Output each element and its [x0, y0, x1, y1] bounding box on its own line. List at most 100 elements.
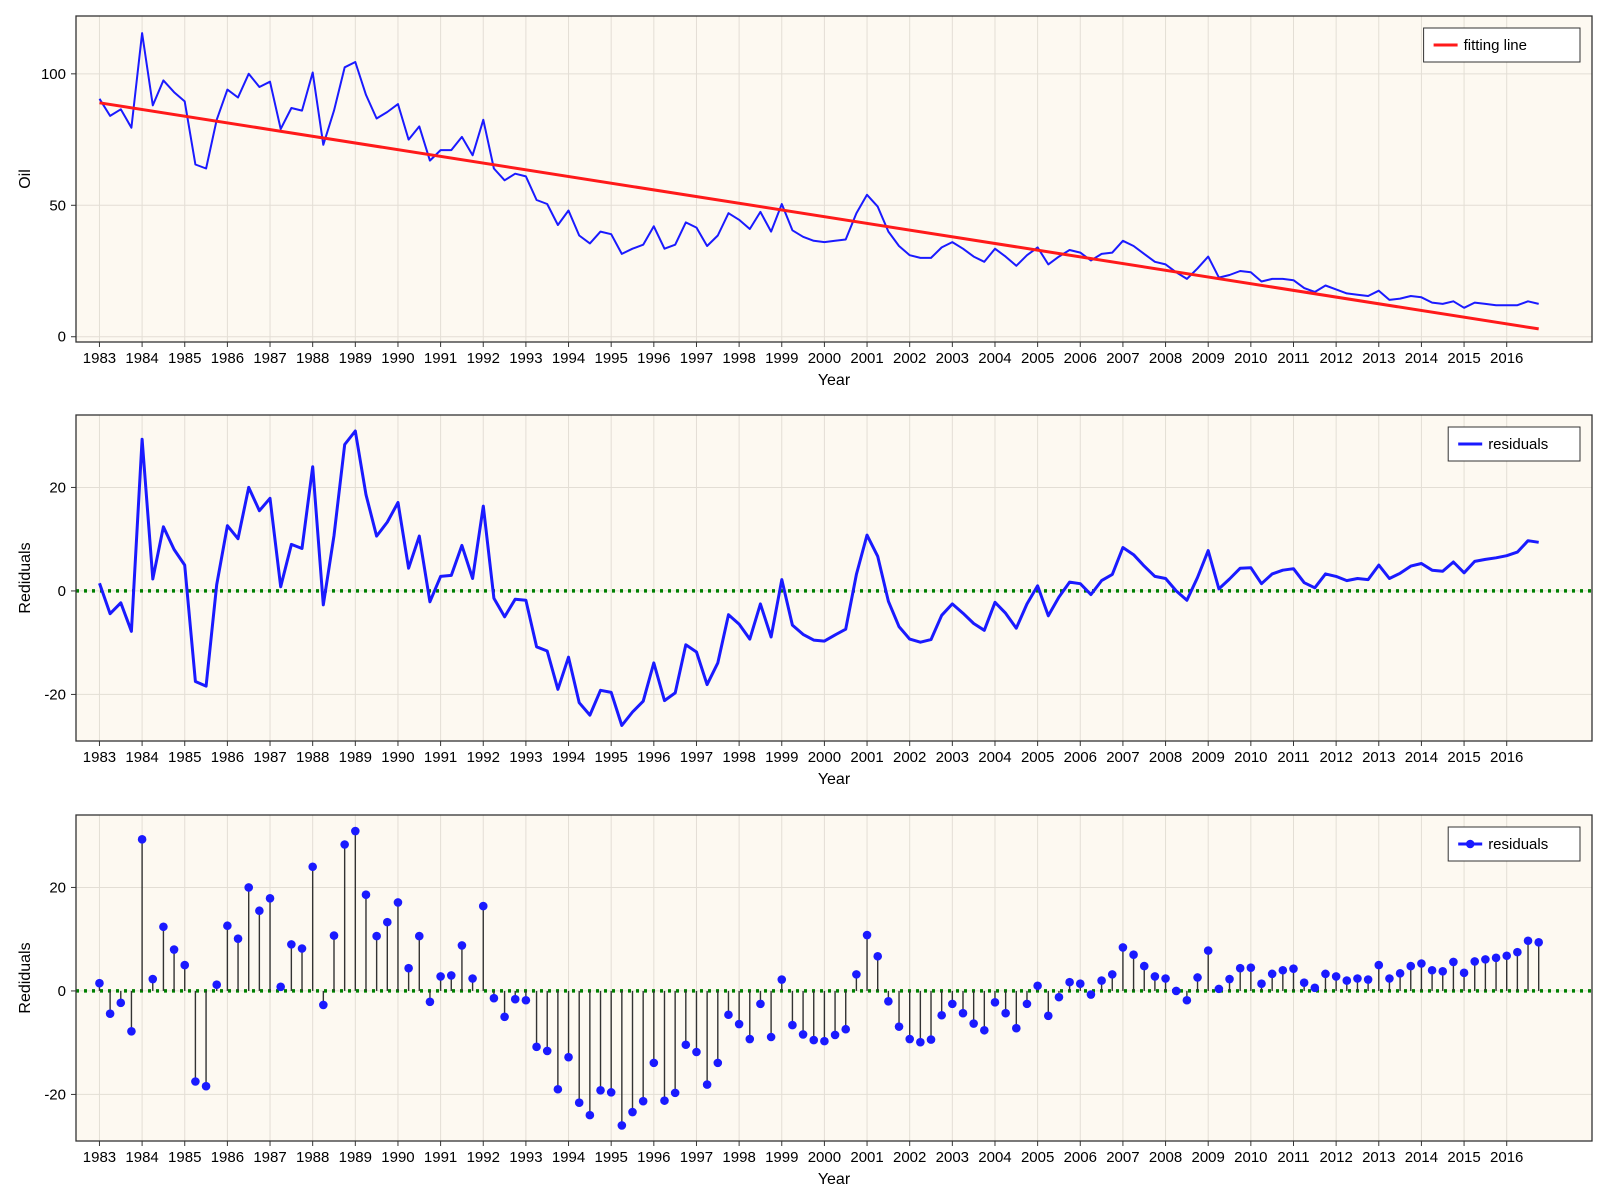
stem-marker [1310, 983, 1320, 993]
stem-marker [383, 917, 392, 927]
x-tick-label: 1996 [637, 749, 670, 766]
x-tick-label: 2002 [893, 350, 926, 367]
x-tick-label: 1985 [168, 1149, 201, 1166]
x-tick-label: 1988 [296, 749, 329, 766]
stem-marker [1406, 961, 1416, 971]
stem-marker [596, 1085, 605, 1095]
stem-marker [1086, 990, 1096, 999]
panel-1-plot-area [76, 16, 1592, 342]
stem-marker [1353, 974, 1362, 983]
x-tick-label: 2013 [1362, 1149, 1395, 1166]
x-tick-label: 2009 [1192, 1149, 1225, 1166]
stem-marker [532, 1042, 541, 1052]
stem-marker [361, 890, 371, 899]
x-tick-label: 1986 [211, 749, 244, 766]
stem-marker [724, 1010, 733, 1020]
panel-3-series-1 [95, 826, 1543, 1130]
stem-marker [137, 835, 147, 844]
panel-1-y-axis-label: Oil [17, 169, 34, 189]
stem-marker [1054, 992, 1064, 1002]
stem-marker [777, 975, 787, 984]
panel-1-series-1-line [98, 32, 1539, 309]
stem-marker [127, 1026, 136, 1036]
stem-marker [233, 934, 243, 943]
x-tick-label: 1991 [424, 1149, 457, 1166]
x-tick-label: 2008 [1149, 1149, 1182, 1166]
panel-2: 1983 1984 1985 1986 1987 1988 1989 1990 1991 1992… [17, 414, 1593, 788]
stem-marker [990, 998, 1000, 1007]
x-tick-label: 1993 [509, 350, 542, 367]
stem-marker [606, 1088, 616, 1097]
x-tick-label: 1990 [381, 749, 414, 766]
stem-marker [1075, 979, 1085, 988]
x-tick-label: 2014 [1405, 1149, 1438, 1166]
stem-marker [1001, 1008, 1010, 1018]
x-tick-label: 1989 [339, 1149, 372, 1166]
stem-marker [297, 944, 307, 953]
x-tick-label: 2013 [1362, 749, 1395, 766]
x-tick-label: 2012 [1319, 749, 1352, 766]
stem-marker [425, 997, 435, 1007]
x-tick-label: 2007 [1106, 350, 1139, 367]
stem-marker [1129, 950, 1138, 960]
stem-marker [329, 931, 339, 940]
stem-marker [574, 1098, 584, 1108]
x-tick-label: 1994 [552, 749, 585, 766]
stem-marker [1022, 999, 1032, 1009]
stem-marker [926, 1035, 936, 1044]
x-tick-label: 1985 [168, 749, 201, 766]
stem-marker [798, 1030, 808, 1039]
x-tick-label: 2012 [1319, 350, 1352, 367]
x-tick-label: 2015 [1447, 749, 1480, 766]
x-tick-label: 2007 [1106, 1149, 1139, 1166]
stem-marker [585, 1110, 595, 1120]
stem-marker [1182, 995, 1192, 1005]
x-tick-label: 2003 [936, 350, 969, 367]
x-tick-label: 1990 [381, 1149, 414, 1166]
stem-marker [1523, 936, 1533, 946]
stem-marker [734, 1019, 744, 1029]
x-tick-label: 2013 [1362, 350, 1395, 367]
x-tick-label: 2007 [1106, 749, 1139, 766]
stem-marker [564, 1052, 573, 1062]
x-tick-label: 2010 [1234, 1149, 1267, 1166]
stem-marker [244, 883, 254, 892]
x-tick-label: 1999 [765, 1149, 798, 1166]
stem-marker [617, 1121, 627, 1130]
stem-marker [1299, 978, 1309, 987]
x-tick-label: 2006 [1064, 350, 1097, 367]
stem-marker [1246, 963, 1256, 972]
x-tick-label: 2010 [1234, 350, 1267, 367]
x-tick-label: 2014 [1405, 749, 1438, 766]
x-tick-label: 1988 [296, 350, 329, 367]
panel-2-x-axis: 1983 1984 1985 1986 1987 1988 1989 1990 1991 1992… [83, 741, 1523, 766]
stem-marker [852, 970, 861, 979]
panel-1-legend: fitting line [1423, 27, 1581, 63]
legend-label: residuals [1488, 436, 1548, 453]
legend-marker [1465, 839, 1475, 849]
panel-1-x-axis: 1983 1984 1985 1986 1987 1988 1989 1990 1991 1992… [83, 342, 1523, 367]
stem-marker [937, 1010, 946, 1020]
x-tick-label: 2001 [850, 749, 883, 766]
stem-marker [105, 1009, 115, 1019]
stem-marker [1513, 947, 1522, 957]
panel-1-x-axis-label: Year [818, 372, 851, 389]
x-tick-label: 2004 [978, 350, 1011, 367]
y-tick-label: 0 [58, 583, 66, 600]
panel-3-x-axis: 1983 1984 1985 1986 1987 1988 1989 1990 1991 1992… [83, 1141, 1523, 1166]
stem-marker [1289, 964, 1298, 973]
panel-2-frame [75, 414, 1593, 742]
stem-marker [1534, 937, 1543, 947]
stem-marker [478, 901, 488, 911]
x-tick-label: 2005 [1021, 749, 1054, 766]
stem-marker [308, 862, 317, 872]
stem-marker [287, 940, 296, 949]
stem-marker [1065, 977, 1074, 987]
x-tick-label: 2011 [1277, 350, 1309, 367]
stem-marker [884, 996, 893, 1006]
stem-marker [265, 894, 275, 903]
x-tick-label: 2002 [893, 749, 926, 766]
x-tick-label: 2004 [978, 1149, 1011, 1166]
x-tick-label: 1999 [765, 350, 798, 367]
stem-marker [542, 1046, 552, 1056]
